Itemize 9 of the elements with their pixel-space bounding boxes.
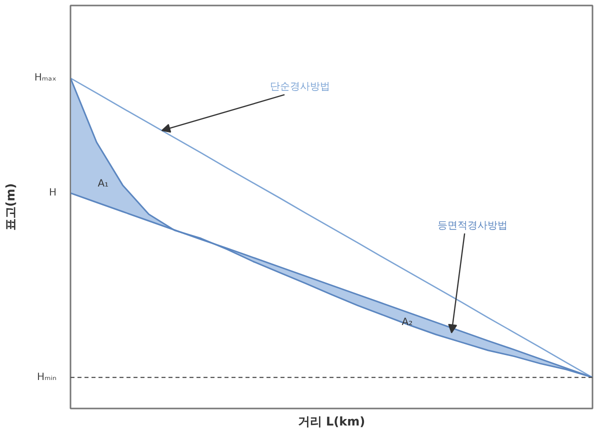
text: 등면적경사방법: [437, 220, 508, 232]
annotation: A₁: [98, 178, 109, 190]
x-axis-title: 거리 L(km): [298, 414, 366, 428]
y-axis-title: 표고(m): [3, 183, 18, 231]
text: H: [48, 188, 57, 199]
ref-line-label: Hₘᵢₙ: [36, 372, 57, 383]
text: Hₘₐₓ: [34, 72, 57, 84]
annotation: A₂: [402, 317, 413, 328]
text: 단순경사방법: [270, 82, 330, 93]
